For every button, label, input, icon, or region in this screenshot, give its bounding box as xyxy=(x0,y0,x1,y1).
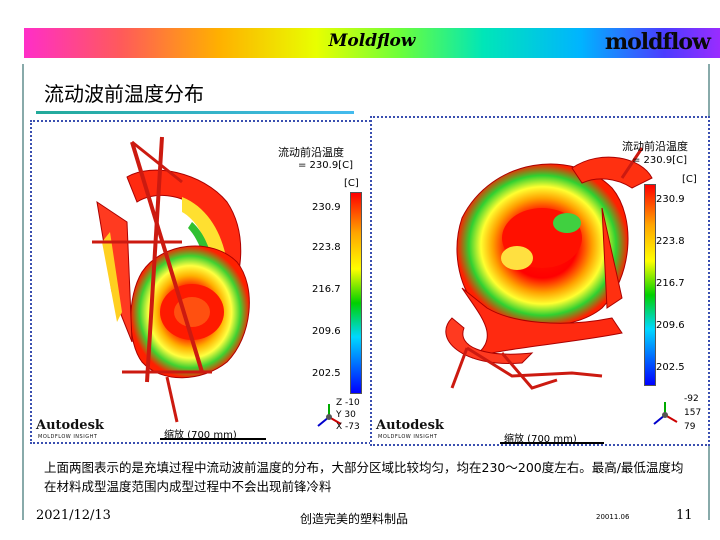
scale-tick: 216.7 xyxy=(656,278,685,289)
scale-tick: 230.9 xyxy=(312,202,341,213)
axis-label-1: -92 xyxy=(684,394,699,404)
color-scale xyxy=(644,184,656,386)
scale-tick: 230.9 xyxy=(656,194,685,205)
footer-date: 2021/12/13 xyxy=(36,508,111,523)
scale-tick: 209.6 xyxy=(656,320,685,331)
scale-bar-label: 缩放 (700 mm) xyxy=(504,434,577,445)
page-number: 11 xyxy=(676,508,693,523)
scale-tick: 202.5 xyxy=(656,362,685,373)
axis-label-x: X -73 xyxy=(336,422,360,432)
footer-code: 20011.06 xyxy=(596,513,630,521)
part-model-left xyxy=(92,136,250,423)
caption-text: 上面两图表示的是充填过程中流动波前温度的分布，大部分区域比较均匀，均在230～2… xyxy=(44,460,684,494)
scale-tick: 223.8 xyxy=(656,236,685,247)
footer-slogan: 创造完美的塑料制品 xyxy=(300,512,409,526)
legend-unit: [C] xyxy=(344,178,359,189)
axis-label-2: 157 xyxy=(684,408,702,418)
axis-triad-icon xyxy=(653,402,678,425)
color-scale xyxy=(350,192,362,394)
autodesk-logo: Autodesk xyxy=(376,418,444,433)
result-panel-left: 流动前沿温度 = 230.9[C] [C] 230.9 223.8 216.7 … xyxy=(30,120,374,444)
scale-tick: 202.5 xyxy=(312,368,341,379)
moldflow-logo: moldflow xyxy=(604,29,711,55)
title-underline xyxy=(36,111,354,114)
autodesk-logo: Autodesk xyxy=(36,418,104,433)
scale-bar xyxy=(160,438,266,440)
legend-title: 流动前沿温度 xyxy=(622,140,688,153)
autodesk-product: MOLDFLOW INSIGHT xyxy=(38,434,98,440)
legend-title: 流动前沿温度 xyxy=(278,146,344,159)
axis-label-y: Y 30 xyxy=(336,410,356,420)
autodesk-product: MOLDFLOW INSIGHT xyxy=(378,434,438,440)
legend-subtitle: = 230.9[C] xyxy=(632,155,687,166)
scale-bar xyxy=(500,442,604,444)
axis-label-3: 79 xyxy=(684,422,696,432)
result-panel-right: 流动前沿温度 = 230.9[C] [C] 230.9 223.8 216.7 … xyxy=(370,116,710,446)
page-title: 流动波前温度分布 xyxy=(44,82,204,106)
scale-tick: 209.6 xyxy=(312,326,341,337)
axis-triad-icon xyxy=(317,404,342,427)
scale-tick: 223.8 xyxy=(312,242,341,253)
part-model-right xyxy=(445,147,653,390)
header-title: Moldflow xyxy=(328,31,416,51)
scale-tick: 216.7 xyxy=(312,284,341,295)
legend-subtitle: = 230.9[C] xyxy=(298,160,353,171)
header-bar: Moldflow moldflow xyxy=(24,28,720,58)
axis-label-z: Z -10 xyxy=(336,398,360,408)
legend-unit: [C] xyxy=(682,174,697,185)
scale-bar-label: 缩放 (700 mm) xyxy=(164,430,237,441)
